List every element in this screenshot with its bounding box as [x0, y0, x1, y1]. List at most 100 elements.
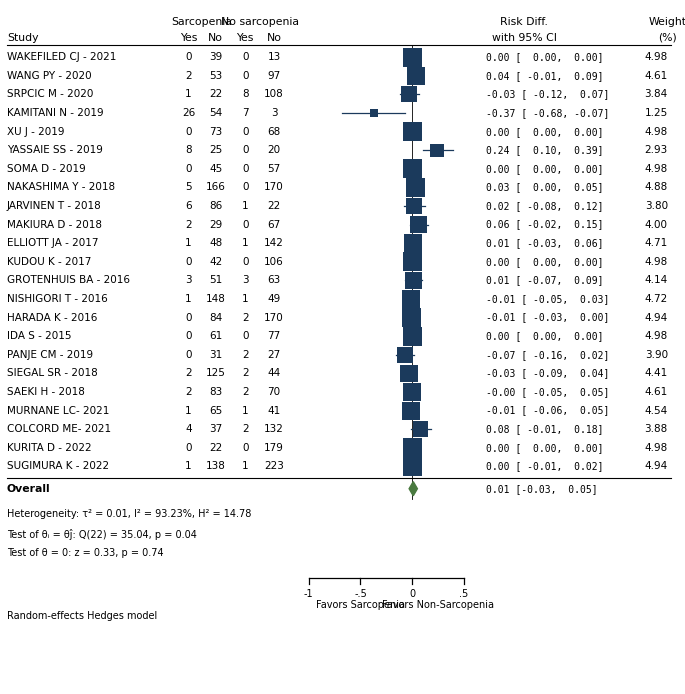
Text: -.5: -.5 — [354, 589, 367, 599]
Text: 7: 7 — [242, 108, 249, 118]
Text: XU J - 2019: XU J - 2019 — [7, 126, 64, 137]
Text: WANG PY - 2020: WANG PY - 2020 — [7, 71, 92, 81]
Text: 0.00 [  0.00,  0.00]: 0.00 [ 0.00, 0.00] — [486, 443, 604, 452]
Text: 4: 4 — [185, 424, 192, 434]
Text: 27: 27 — [267, 350, 281, 359]
Text: 4.98: 4.98 — [645, 52, 668, 62]
Text: 84: 84 — [209, 312, 223, 323]
Text: 73: 73 — [209, 126, 223, 137]
Text: Study: Study — [7, 33, 38, 42]
Text: 68: 68 — [267, 126, 281, 137]
Text: 4.98: 4.98 — [645, 164, 668, 174]
FancyBboxPatch shape — [403, 457, 422, 476]
Text: Random-effects Hedges model: Random-effects Hedges model — [7, 611, 157, 621]
Text: 0: 0 — [242, 126, 249, 137]
Text: HARADA K - 2016: HARADA K - 2016 — [7, 312, 97, 323]
Text: 0: 0 — [242, 183, 249, 192]
Text: 0: 0 — [242, 257, 249, 266]
Text: 0.08 [ -0.01,  0.18]: 0.08 [ -0.01, 0.18] — [486, 424, 604, 434]
Text: 4.98: 4.98 — [645, 331, 668, 341]
Text: 0.06 [ -0.02,  0.15]: 0.06 [ -0.02, 0.15] — [486, 219, 604, 230]
Text: 0.00 [  0.00,  0.00]: 0.00 [ 0.00, 0.00] — [486, 126, 604, 137]
Text: KAMITANI N - 2019: KAMITANI N - 2019 — [7, 108, 103, 118]
Text: 65: 65 — [209, 405, 223, 416]
Text: 8: 8 — [185, 145, 192, 155]
Text: 4.00: 4.00 — [645, 219, 668, 230]
Text: 4.71: 4.71 — [645, 238, 668, 248]
Text: Risk Diff.: Risk Diff. — [500, 17, 548, 27]
Text: 3: 3 — [271, 108, 277, 118]
Text: 0.03 [  0.00,  0.05]: 0.03 [ 0.00, 0.05] — [486, 183, 604, 192]
Text: Favors Non-Sarcopenia: Favors Non-Sarcopenia — [382, 600, 494, 610]
FancyBboxPatch shape — [401, 308, 421, 327]
Text: 6: 6 — [185, 201, 192, 211]
Text: MURNANE LC- 2021: MURNANE LC- 2021 — [7, 405, 109, 416]
Text: -0.01 [ -0.06,  0.05]: -0.01 [ -0.06, 0.05] — [486, 405, 610, 416]
Text: SUGIMURA K - 2022: SUGIMURA K - 2022 — [7, 462, 109, 471]
Text: 54: 54 — [209, 108, 223, 118]
Text: 45: 45 — [209, 164, 223, 174]
Text: Test of θᵢ = θĵ: Q(22) = 35.04, p = 0.04: Test of θᵢ = θĵ: Q(22) = 35.04, p = 0.04 — [7, 529, 197, 540]
Text: -0.01 [ -0.03,  0.00]: -0.01 [ -0.03, 0.00] — [486, 312, 610, 323]
FancyBboxPatch shape — [401, 87, 417, 102]
Text: 0.00 [  0.00,  0.00]: 0.00 [ 0.00, 0.00] — [486, 164, 604, 174]
Text: 0: 0 — [185, 257, 192, 266]
Text: 138: 138 — [206, 462, 226, 471]
Text: 0.00 [  0.00,  0.00]: 0.00 [ 0.00, 0.00] — [486, 52, 604, 62]
Text: 26: 26 — [182, 108, 195, 118]
Text: 0: 0 — [242, 71, 249, 81]
Text: 3.88: 3.88 — [645, 424, 668, 434]
Text: 142: 142 — [264, 238, 284, 248]
Text: 2: 2 — [242, 312, 249, 323]
Text: 51: 51 — [209, 276, 223, 285]
Text: 0: 0 — [185, 126, 192, 137]
Text: SAEKI H - 2018: SAEKI H - 2018 — [7, 387, 85, 397]
Text: 48: 48 — [209, 238, 223, 248]
Text: 67: 67 — [267, 219, 281, 230]
Text: 57: 57 — [267, 164, 281, 174]
Text: NAKASHIMA Y - 2018: NAKASHIMA Y - 2018 — [7, 183, 115, 192]
Text: -0.07 [ -0.16,  0.02]: -0.07 [ -0.16, 0.02] — [486, 350, 610, 359]
Text: YASSAIE SS - 2019: YASSAIE SS - 2019 — [7, 145, 103, 155]
Text: WAKEFILED CJ - 2021: WAKEFILED CJ - 2021 — [7, 52, 116, 62]
FancyBboxPatch shape — [403, 383, 421, 401]
Text: 41: 41 — [267, 405, 281, 416]
Text: 1: 1 — [185, 462, 192, 471]
Text: 3.80: 3.80 — [645, 201, 668, 211]
FancyBboxPatch shape — [403, 438, 422, 457]
Text: 0.00 [ -0.01,  0.02]: 0.00 [ -0.01, 0.02] — [486, 462, 604, 471]
Text: 39: 39 — [209, 52, 223, 62]
Text: 4.98: 4.98 — [645, 126, 668, 137]
Text: PANJE CM - 2019: PANJE CM - 2019 — [7, 350, 93, 359]
Text: No: No — [266, 33, 282, 42]
Text: 4.94: 4.94 — [645, 312, 668, 323]
Text: SRPCIC M - 2020: SRPCIC M - 2020 — [7, 90, 93, 99]
Text: 179: 179 — [264, 443, 284, 452]
Text: 1: 1 — [242, 201, 249, 211]
FancyBboxPatch shape — [403, 48, 422, 67]
Text: 22: 22 — [209, 90, 223, 99]
FancyBboxPatch shape — [405, 272, 421, 289]
Text: 13: 13 — [267, 52, 281, 62]
Text: 0.01 [ -0.03,  0.06]: 0.01 [ -0.03, 0.06] — [486, 238, 604, 248]
Text: SOMA D - 2019: SOMA D - 2019 — [7, 164, 86, 174]
Text: .5: .5 — [460, 589, 469, 599]
Text: 61: 61 — [209, 331, 223, 341]
Text: 2: 2 — [185, 219, 192, 230]
Text: 8: 8 — [242, 90, 249, 99]
Text: 4.54: 4.54 — [645, 405, 668, 416]
Text: 5: 5 — [185, 183, 192, 192]
Text: MAKIURA D - 2018: MAKIURA D - 2018 — [7, 219, 102, 230]
Text: Heterogeneity: τ² = 0.01, I² = 93.23%, H² = 14.78: Heterogeneity: τ² = 0.01, I² = 93.23%, H… — [7, 509, 251, 519]
Polygon shape — [409, 482, 417, 496]
Text: 63: 63 — [267, 276, 281, 285]
Text: 3.84: 3.84 — [645, 90, 668, 99]
Text: KUDOU K - 2017: KUDOU K - 2017 — [7, 257, 91, 266]
Text: 125: 125 — [206, 369, 226, 378]
Text: 0.24 [  0.10,  0.39]: 0.24 [ 0.10, 0.39] — [486, 145, 604, 155]
Text: SIEGAL SR - 2018: SIEGAL SR - 2018 — [7, 369, 97, 378]
Text: 170: 170 — [264, 312, 284, 323]
Text: 2: 2 — [242, 387, 249, 397]
FancyBboxPatch shape — [406, 198, 422, 214]
Text: 0: 0 — [242, 145, 249, 155]
